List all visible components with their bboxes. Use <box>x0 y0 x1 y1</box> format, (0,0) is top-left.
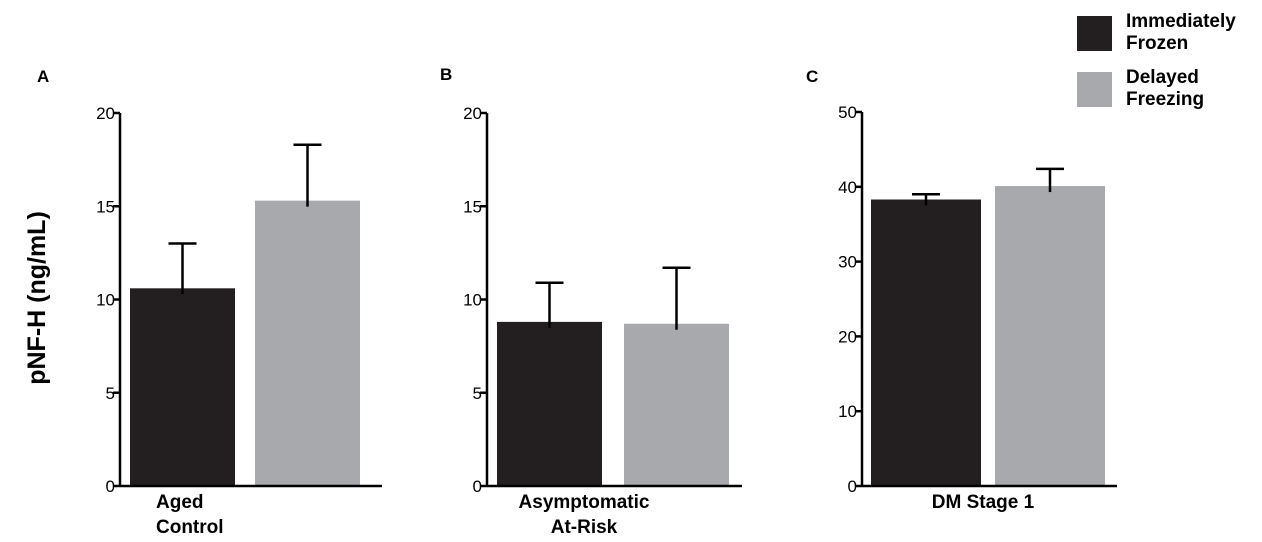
legend-swatch <box>1077 16 1112 51</box>
category-label: At-Risk <box>551 517 618 538</box>
legend-label: Delayed <box>1126 67 1199 88</box>
category-label: DM Stage 1 <box>932 492 1035 513</box>
y-tick-label: 20 <box>96 104 115 123</box>
y-tick-label: 0 <box>106 477 115 496</box>
y-tick-label: 0 <box>473 477 482 496</box>
y-tick-label: 0 <box>848 477 857 496</box>
y-tick-label: 5 <box>473 384 482 403</box>
y-tick-label: 20 <box>838 327 857 346</box>
category-label: Asymptomatic <box>519 492 650 513</box>
y-tick-label: 50 <box>838 103 857 122</box>
y-tick-label: 30 <box>838 253 857 272</box>
y-tick-label: 15 <box>463 197 482 216</box>
bar <box>995 186 1105 486</box>
legend-swatch <box>1077 72 1112 107</box>
bar <box>497 321 602 486</box>
panel-letter: C <box>806 67 818 86</box>
category-label: Aged <box>156 492 204 513</box>
panel-letter: B <box>440 65 452 84</box>
y-tick-label: 10 <box>463 291 482 310</box>
bar <box>255 200 360 486</box>
y-tick-label: 5 <box>106 384 115 403</box>
chart-panels: A 0 5 10 15 20 Aged Control B 0 5 10 15 20 Asymptomati… <box>37 65 1117 538</box>
y-tick-label: 40 <box>838 178 857 197</box>
bar <box>871 199 981 487</box>
y-tick-label: 20 <box>463 104 482 123</box>
panel-letter: A <box>37 67 49 86</box>
bar <box>130 288 235 486</box>
y-tick-label: 10 <box>838 402 857 421</box>
y-axis-label: pNF-H (ng/mL) <box>23 211 51 385</box>
panel-c: C 0 10 20 30 40 50 DM Stage 1 <box>806 67 1117 513</box>
y-tick-label: 15 <box>96 197 115 216</box>
legend-label: Immediately <box>1126 11 1236 32</box>
panel-a: A 0 5 10 15 20 Aged Control <box>37 67 382 538</box>
category-label: Control <box>156 517 224 538</box>
y-tick-label: 10 <box>96 291 115 310</box>
panel-b: B 0 5 10 15 20 Asymptomatic At-Risk <box>440 65 742 538</box>
legend-label: Frozen <box>1126 33 1188 54</box>
bar <box>624 323 729 486</box>
legend-label: Freezing <box>1126 89 1204 110</box>
